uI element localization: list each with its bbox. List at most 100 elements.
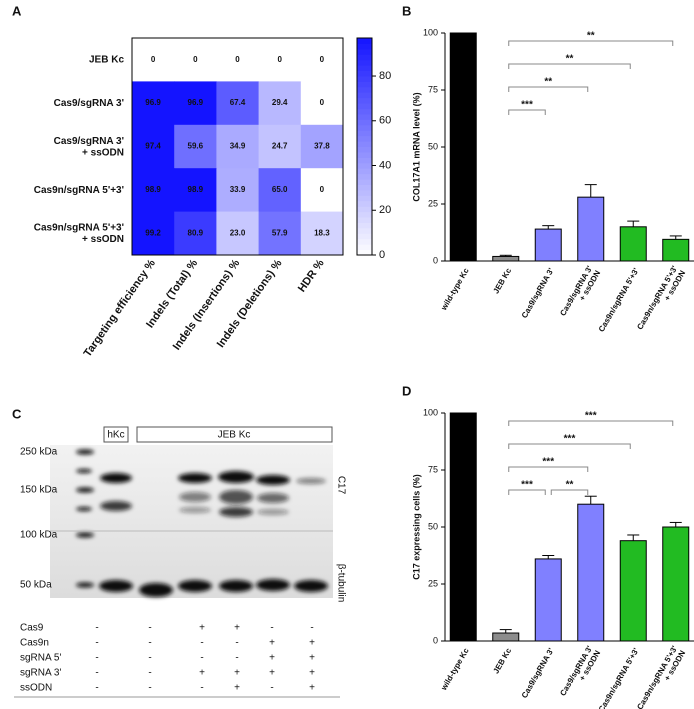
- significance-bracket: [508, 86, 589, 92]
- heat-cell: [132, 124, 175, 169]
- condition-sign: -: [148, 623, 151, 634]
- y-tick-label: 75: [428, 464, 438, 474]
- significance-label: **: [566, 54, 574, 65]
- condition-sign: +: [234, 683, 240, 694]
- band-label: C17: [335, 476, 346, 495]
- condition-sign: +: [309, 683, 315, 694]
- cell-label: 0: [320, 55, 325, 64]
- cell-label: 98.9: [145, 185, 161, 194]
- colorbar-step: [357, 173, 372, 180]
- colorbar-step: [357, 146, 372, 153]
- significance-bracket: [508, 420, 674, 426]
- condition-sign: -: [200, 638, 203, 649]
- cell-label: 0: [320, 98, 325, 107]
- x-tick-label-line: JEB Kc: [492, 266, 514, 295]
- colorbar-step: [357, 195, 372, 202]
- condition-sign: +: [199, 668, 205, 679]
- colorbar-step: [357, 222, 372, 229]
- colorbar-step: [357, 124, 372, 131]
- heatmap-frame: [131, 37, 344, 256]
- condition-sign: +: [199, 623, 205, 634]
- condition-name: sgRNA 5': [20, 653, 61, 664]
- row-label: Cas9n/sgRNA 5'+3' + ssODN: [34, 222, 124, 245]
- condition-sign: -: [200, 683, 203, 694]
- heat-cell: [174, 211, 217, 256]
- x-tick-label: JEB Kc: [492, 266, 514, 295]
- cell-label: 80.9: [188, 228, 204, 237]
- significance-bracket: [508, 489, 546, 495]
- y-tick-label: 0: [433, 255, 438, 265]
- cell-label: 18.3: [314, 228, 330, 237]
- condition-sign: -: [235, 653, 238, 664]
- band-label: β-tubulin: [335, 564, 346, 603]
- colorbar-step: [357, 157, 372, 164]
- condition-sign: -: [95, 623, 98, 634]
- colorbar-step: [357, 151, 372, 158]
- panel-label: C: [12, 406, 22, 421]
- cell-label: 0: [193, 55, 198, 64]
- colorbar-step: [357, 249, 372, 256]
- colorbar-label: 40: [379, 159, 391, 171]
- row-label-line: + ssODN: [82, 234, 124, 245]
- marker-label: 150 kDa: [20, 485, 58, 496]
- y-tick-label: 50: [428, 521, 438, 531]
- condition-sign: -: [95, 683, 98, 694]
- x-tick-label-line: wild-type Kc: [439, 266, 471, 313]
- condition-sign: +: [269, 653, 275, 664]
- lane-group: hKc: [107, 430, 124, 441]
- bar: [534, 228, 562, 262]
- colorbar-step: [357, 43, 372, 50]
- colorbar-label: 60: [379, 115, 391, 127]
- column-label: HDR %: [296, 257, 327, 294]
- panel-label: D: [402, 383, 411, 398]
- column-label: Targeting efficiency %: [82, 257, 158, 359]
- heat-cell: [300, 168, 344, 213]
- marker-label: 50 kDa: [20, 580, 52, 591]
- cell-label: 33.9: [230, 185, 246, 194]
- heat-cell: [300, 38, 344, 82]
- y-tick-label: 100: [423, 27, 438, 37]
- heat-cell: [258, 38, 302, 82]
- row-label: Cas9/sgRNA 3' + ssODN: [54, 135, 124, 158]
- x-tick-label-line: Cas9/sgRNA 3': [520, 646, 556, 699]
- x-tick-label: Cas9/sgRNA 3': [520, 646, 556, 699]
- condition-sign: +: [309, 668, 315, 679]
- heat-cell: [258, 168, 302, 213]
- cell-label: 24.7: [272, 142, 288, 151]
- x-tick-label: Cas9/sgRNA 3'+ ssODN: [558, 644, 602, 702]
- condition-name: sgRNA 3': [20, 668, 61, 679]
- colorbar-step: [357, 200, 372, 207]
- colorbar-step: [357, 189, 372, 196]
- bar: [449, 412, 477, 642]
- panel-label: A: [12, 3, 22, 18]
- colorbar-step: [357, 244, 372, 251]
- cell-label: 0: [320, 185, 325, 194]
- y-axis-label: COL17A1 mRNA level (%): [411, 92, 421, 201]
- bar: [449, 32, 477, 262]
- colorbar-step: [357, 238, 372, 245]
- heat-cell: [258, 81, 302, 126]
- cell-label: 65.0: [272, 185, 288, 194]
- y-tick-label: 75: [428, 84, 438, 94]
- significance-label: **: [566, 480, 574, 491]
- heat-cell: [174, 124, 217, 169]
- colorbar-step: [357, 184, 372, 191]
- cell-label: 96.9: [188, 98, 204, 107]
- cell-label: 23.0: [230, 228, 246, 237]
- marker-label: 100 kDa: [20, 530, 58, 541]
- significance-bracket: [508, 63, 631, 69]
- condition-sign: -: [235, 638, 238, 649]
- colorbar-step: [357, 233, 372, 240]
- y-axis-label: C17 expressing cells (%): [411, 474, 421, 580]
- condition-sign: -: [148, 638, 151, 649]
- colorbar-step: [357, 227, 372, 234]
- colorbar-step: [357, 211, 372, 218]
- x-tick-label: Cas9n/sgRNA 5'+3'+ ssODN: [635, 644, 687, 709]
- significance-label: ***: [564, 434, 576, 445]
- bar: [492, 255, 520, 262]
- condition-sign: -: [148, 683, 151, 694]
- cell-label: 67.4: [230, 98, 246, 107]
- heat-cell: [216, 38, 260, 82]
- bar: [619, 540, 647, 642]
- y-tick-label: 25: [428, 198, 438, 208]
